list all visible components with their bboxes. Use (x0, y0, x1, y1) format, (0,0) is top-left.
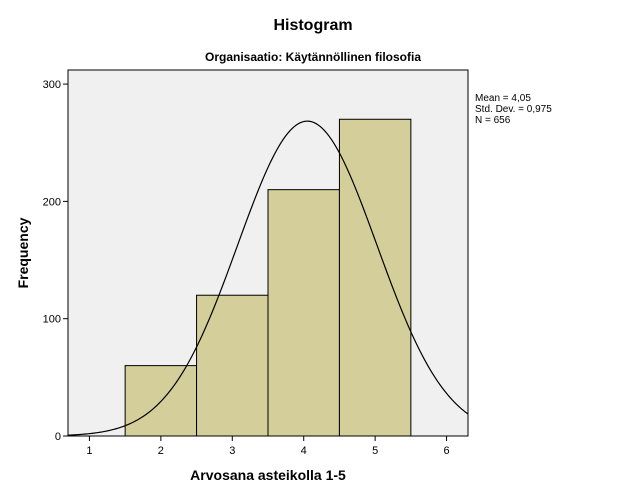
x-axis: 1 2 3 4 5 6 (86, 436, 450, 457)
stats-line: Mean = 4,05 (475, 93, 531, 104)
x-tick-label: 5 (372, 445, 378, 457)
stats-line: N = 656 (475, 115, 511, 126)
x-tick-label: 3 (229, 445, 235, 457)
normal-curve (67, 120, 469, 436)
histogram-bar (267, 189, 340, 437)
chart-title: Histogram (273, 17, 352, 34)
x-tick-label: 1 (86, 445, 92, 457)
histogram-bar (338, 118, 412, 437)
y-tick-label: 300 (43, 79, 61, 91)
x-tick-label: 4 (301, 445, 307, 457)
x-tick-label: 6 (444, 445, 450, 457)
x-axis-label: Arvosana asteikolla 1-5 (190, 467, 346, 483)
y-axis: 0 100 200 300 (43, 79, 68, 443)
y-tick-label: 0 (55, 431, 61, 443)
y-tick-label: 100 (43, 314, 61, 326)
y-tick-label: 200 (43, 196, 61, 208)
x-tick-label: 2 (158, 445, 164, 457)
stats-line: Std. Dev. = 0,975 (475, 104, 552, 115)
y-axis-label: Frequency (15, 217, 31, 288)
histogram-bars (124, 118, 412, 437)
chart-subtitle: Organisaatio: Käytännöllinen filosofia (205, 50, 421, 64)
histogram-bar (196, 294, 269, 437)
